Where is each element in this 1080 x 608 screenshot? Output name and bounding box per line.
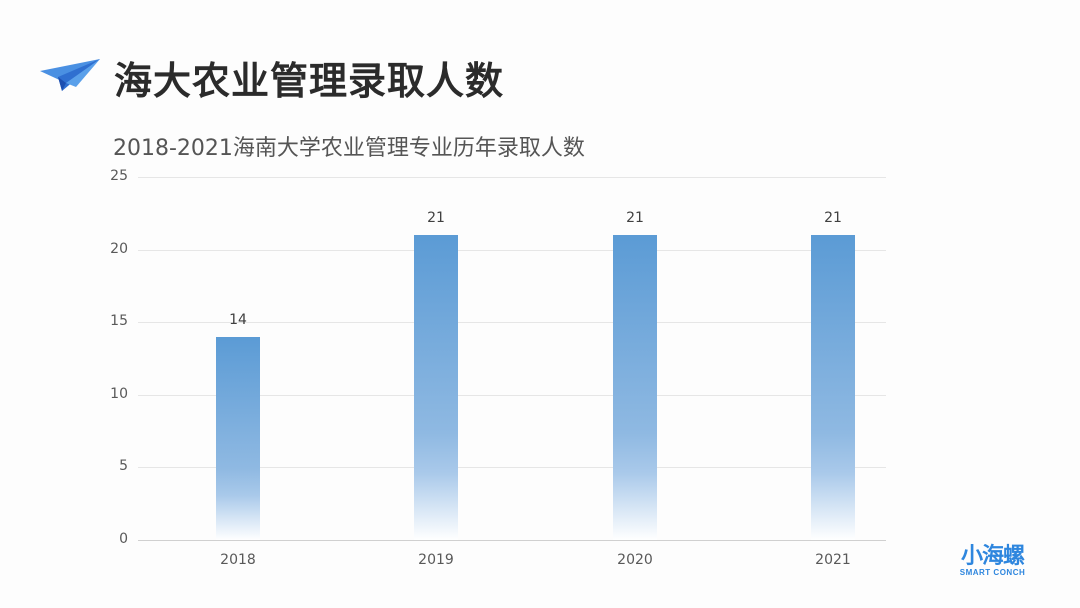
x-tick: 2021: [815, 552, 851, 568]
gridline-10: [138, 395, 886, 396]
bar-2018: [216, 337, 260, 540]
x-axis: [138, 540, 886, 541]
y-tick: 25: [110, 168, 128, 184]
chart-title: 2018-2021海南大学农业管理专业历年录取人数: [113, 136, 585, 161]
gridline-25: [138, 177, 886, 178]
gridline-15: [138, 322, 886, 323]
x-tick: 2019: [418, 552, 454, 568]
logo-text-en: SMART CONCH: [959, 568, 1026, 577]
x-tick: 2020: [617, 552, 653, 568]
y-tick: 0: [119, 531, 128, 547]
y-tick: 10: [110, 386, 128, 402]
bar-2020: [613, 235, 657, 540]
data-label: 21: [824, 210, 842, 226]
y-tick: 20: [110, 241, 128, 257]
data-label: 21: [427, 210, 445, 226]
gridline-5: [138, 467, 886, 468]
data-label: 21: [626, 210, 644, 226]
logo-text-cn: 小海螺: [960, 544, 1025, 569]
bar-2019: [414, 235, 458, 540]
smart-conch-logo: 小海螺 SMART CONCH: [950, 538, 1035, 577]
slide-header: 海大农业管理录取人数: [40, 52, 505, 103]
page-title: 海大农业管理录取人数: [114, 58, 505, 103]
y-tick: 15: [110, 313, 128, 329]
bar-2021: [811, 235, 855, 540]
x-tick: 2018: [220, 552, 256, 568]
data-label: 14: [229, 312, 247, 328]
paper-plane-icon: [40, 59, 100, 91]
y-tick: 5: [119, 458, 128, 474]
gridline-20: [138, 250, 886, 251]
